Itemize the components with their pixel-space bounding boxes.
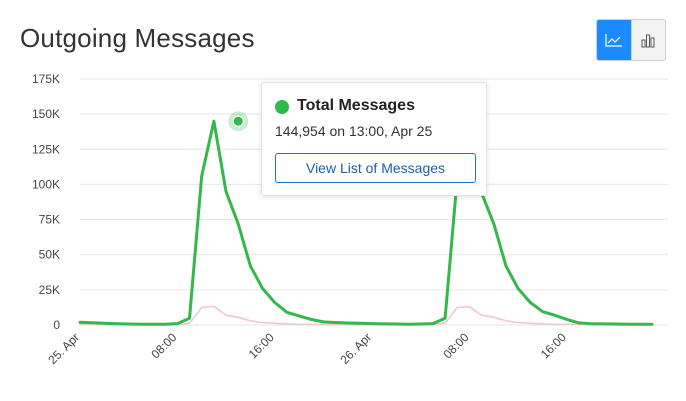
x-tick-label: 26. Apr [337,330,374,367]
y-tick-label: 150K [32,107,60,121]
bar-view-button[interactable] [630,20,665,60]
y-tick-label: 0 [53,318,60,332]
y-axis: 0 25K 50K 75K 100K 125K 150K 175K [32,72,60,332]
chart-title: Outgoing Messages [20,23,255,53]
y-tick-label: 25K [39,283,60,297]
y-tick-label: 175K [32,72,60,86]
x-tick-label: 08:00 [440,330,471,361]
chart-tooltip: Total Messages 144,954 on 13:00, Apr 25 … [261,82,487,196]
view-list-of-messages-button[interactable]: View List of Messages [275,153,476,183]
line-view-button[interactable] [597,20,631,60]
line-chart-icon [605,34,622,47]
highlight-marker [228,111,249,132]
x-tick-label: 16:00 [538,330,569,361]
series-lines [78,119,654,326]
x-tick-label: 16:00 [246,330,277,361]
tooltip-series-label: Total Messages [297,97,415,114]
bar-chart-icon [641,34,655,48]
y-tick-label: 100K [32,177,60,191]
x-axis: 25. Apr 08:00 16:00 26. Apr 08:00 16:00 [45,330,569,367]
y-tick-label: 50K [39,248,60,262]
series-total-messages-line[interactable] [78,119,654,326]
series-color-dot [275,100,289,114]
y-tick-label: 125K [32,142,60,156]
y-tick-label: 75K [39,213,60,227]
x-tick-label: 25. Apr [45,330,82,367]
view-toggle [596,19,666,61]
tooltip-detail: 144,954 on 13:00, Apr 25 [275,123,433,139]
highlight-point[interactable] [232,115,244,127]
x-tick-label: 08:00 [148,330,179,361]
